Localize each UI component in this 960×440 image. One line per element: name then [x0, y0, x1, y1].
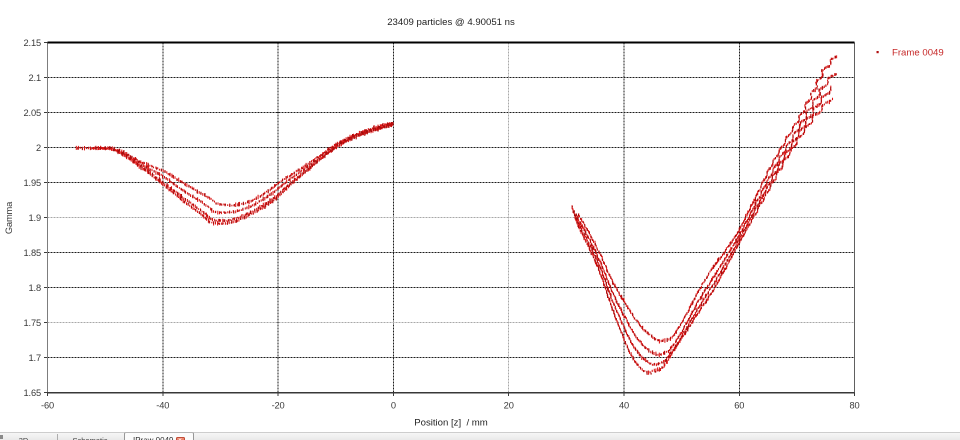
svg-text:2.05: 2.05: [24, 108, 42, 118]
svg-text:2.15: 2.15: [24, 38, 42, 48]
svg-text:1.9: 1.9: [29, 213, 41, 223]
svg-text:0: 0: [391, 401, 396, 411]
svg-text:1.65: 1.65: [24, 388, 42, 398]
svg-text:23409 particles @ 4.90051 ns: 23409 particles @ 4.90051 ns: [387, 17, 515, 28]
svg-text:40: 40: [619, 401, 629, 411]
svg-text:60: 60: [734, 401, 744, 411]
svg-text:Gamma: Gamma: [4, 201, 14, 234]
svg-text:-40: -40: [156, 401, 169, 411]
svg-text:1.85: 1.85: [24, 248, 42, 258]
svg-text:80: 80: [849, 401, 859, 411]
svg-text:1.8: 1.8: [29, 283, 41, 293]
svg-text:-20: -20: [272, 401, 285, 411]
svg-text:2.1: 2.1: [29, 73, 41, 83]
svg-text:Position [z] / mm: Position [z] / mm: [414, 418, 488, 429]
svg-text:1.75: 1.75: [24, 318, 42, 328]
svg-text:2: 2: [36, 143, 41, 153]
svg-text:20: 20: [504, 401, 514, 411]
svg-text:1.7: 1.7: [29, 353, 41, 363]
svg-text:1.95: 1.95: [24, 178, 42, 188]
svg-text:-60: -60: [41, 401, 54, 411]
svg-text:Frame 0049: Frame 0049: [892, 48, 944, 59]
